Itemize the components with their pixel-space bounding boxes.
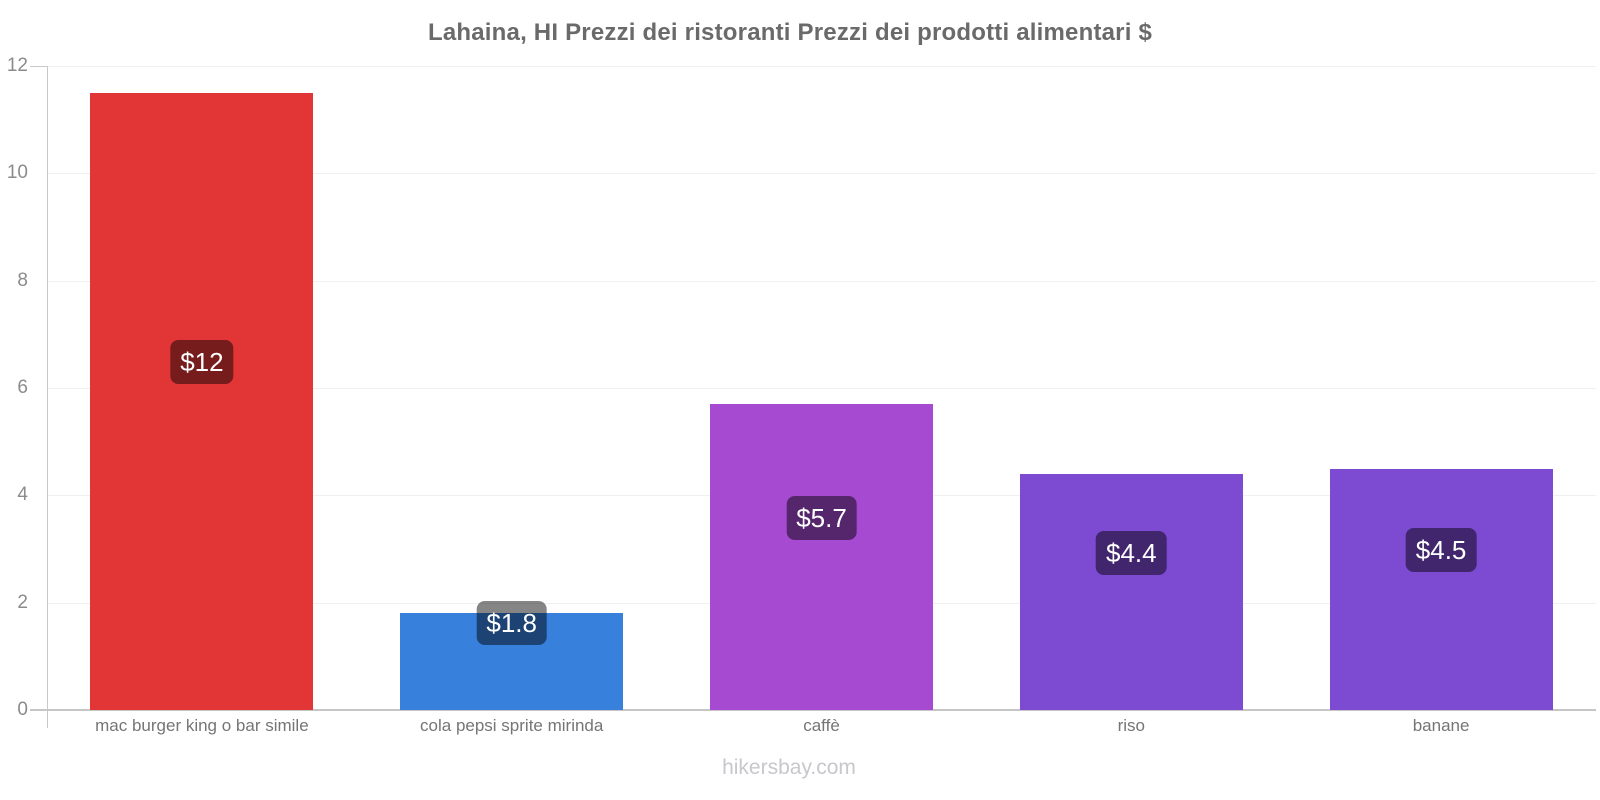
- bar-value-label: $4.5: [1405, 528, 1477, 573]
- y-axis-label: 6: [17, 377, 28, 398]
- bar-value-label: $4.4: [1095, 530, 1167, 575]
- gridline: [47, 388, 1596, 389]
- gridline: [47, 173, 1596, 175]
- x-axis-label: mac burger king o bar simile: [95, 716, 309, 735]
- y-axis-label: 12: [6, 55, 28, 76]
- x-axis-label: cola pepsi sprite mirinda: [420, 716, 604, 735]
- bar-value-label: $12: [170, 340, 234, 385]
- y-axis-label: 10: [6, 162, 28, 184]
- bar[interactable]: [1019, 473, 1243, 710]
- y-axis-label: 2: [17, 591, 28, 613]
- bar-value-label: $5.7: [786, 496, 857, 540]
- y-axis-label: 4: [17, 484, 28, 506]
- y-axis-label: 0: [17, 699, 28, 720]
- bar-value-label: $1.8: [476, 600, 547, 645]
- chart-title: Lahaina, HI Prezzi dei ristoranti Prezzi…: [427, 19, 1153, 46]
- gridline: [47, 280, 1596, 282]
- x-axis-label: riso: [1117, 716, 1145, 735]
- y-axis-tick: [30, 66, 47, 67]
- y-axis-label: 8: [17, 269, 28, 291]
- x-axis-label: caffè: [803, 716, 840, 735]
- bar[interactable]: [1329, 468, 1553, 710]
- bar[interactable]: [710, 404, 933, 710]
- bar[interactable]: [400, 613, 624, 710]
- bar[interactable]: [90, 92, 314, 710]
- x-axis-label: banane: [1412, 716, 1470, 735]
- watermark: hikersbay.com: [722, 756, 856, 779]
- gridline: [47, 66, 1596, 67]
- x-axis-line: [30, 709, 1596, 711]
- y-axis-line: [47, 66, 48, 728]
